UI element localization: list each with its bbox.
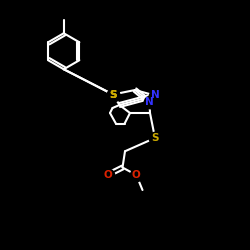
- Text: O: O: [132, 170, 140, 180]
- Text: S: S: [109, 90, 117, 100]
- Text: S: S: [109, 90, 117, 100]
- Text: O: O: [103, 170, 112, 180]
- Text: S: S: [109, 90, 117, 100]
- Text: S: S: [151, 133, 159, 143]
- Text: N: N: [150, 90, 160, 101]
- Text: N: N: [145, 97, 154, 107]
